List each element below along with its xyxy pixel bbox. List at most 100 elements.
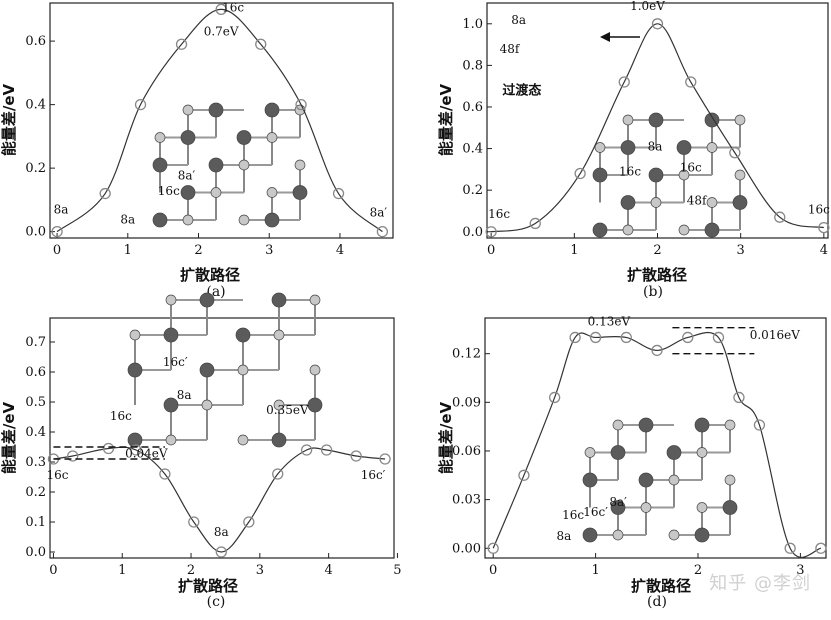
plot-frame <box>49 2 394 239</box>
x-axis-label: 扩散路径 <box>180 266 240 284</box>
atom-light <box>201 399 213 411</box>
chart-panel-3: 0 1 2 3 4 5 0.0 0.1 0.2 0.3 0.4 0.5 0.6 0.7 扩散路径 能量差/eV… <box>0 292 402 610</box>
atom-light <box>129 329 141 341</box>
atom-light <box>706 142 718 153</box>
data-point <box>574 167 586 180</box>
data-point <box>712 331 725 344</box>
annotation-label: 16c <box>562 508 584 522</box>
data-point <box>589 331 602 344</box>
atom-dark <box>610 500 626 515</box>
x-tick-label: 3 <box>265 243 273 258</box>
atom-light <box>678 224 690 236</box>
atom-light <box>640 502 652 513</box>
y-tick-label: 0.8 <box>462 58 483 73</box>
y-tick-label: 0.2 <box>25 161 46 176</box>
annotation-label: 过渡态 <box>502 83 541 99</box>
data-point <box>175 38 188 50</box>
data-point <box>379 453 391 465</box>
y-tick-label: 0.0 <box>462 225 483 240</box>
panel-label: (c) <box>207 594 226 610</box>
atom-light <box>612 419 624 431</box>
y-tick-label: 0.0 <box>25 545 46 560</box>
atom-dark <box>676 140 692 155</box>
arrow-head <box>600 32 610 42</box>
atom-light <box>238 159 250 171</box>
y-tick-label: 0.6 <box>25 365 46 380</box>
data-point <box>548 391 561 404</box>
data-point <box>376 225 389 238</box>
x-tick-label: 2 <box>694 563 702 578</box>
y-tick-label: 0.12 <box>452 347 481 362</box>
x-tick-label: 0 <box>49 563 57 578</box>
annotation-label: 48f <box>500 42 521 56</box>
data-point <box>295 98 307 111</box>
y-tick-label: 0.4 <box>25 425 46 440</box>
atom-dark <box>610 445 626 460</box>
x-tick-label: 2 <box>187 563 195 578</box>
data-point <box>99 187 111 200</box>
annotation-label: 8a′ <box>178 168 196 182</box>
atom-dark <box>592 167 608 183</box>
atom-light <box>266 187 278 198</box>
watermark-text: 知乎 @李剑 <box>709 573 811 594</box>
data-point <box>485 226 497 238</box>
crystal-structure-inset <box>592 112 748 238</box>
x-tick-label: 1 <box>124 243 132 258</box>
x-tick-label: 4 <box>820 243 828 258</box>
x-tick-label: 0 <box>53 243 61 258</box>
atom-dark <box>199 292 215 308</box>
y-tick-label: 0.4 <box>462 142 483 157</box>
atom-light <box>266 132 278 143</box>
atom-light <box>734 114 746 126</box>
y-tick-label: 0.1 <box>25 515 46 530</box>
x-tick-label: 5 <box>393 563 401 578</box>
annotation-label: 16c <box>619 165 641 179</box>
atom-dark <box>620 140 636 155</box>
annotation-label: 16c <box>46 468 68 482</box>
atom-dark <box>271 432 287 448</box>
data-series-line <box>492 331 822 558</box>
y-tick-label: 0.09 <box>452 395 481 410</box>
data-point <box>682 331 694 344</box>
atom-light <box>622 224 634 236</box>
data-point <box>815 542 827 554</box>
atom-light <box>678 169 690 181</box>
atom-dark <box>666 445 682 460</box>
annotation-label: 8a′ <box>370 206 388 220</box>
atom-dark <box>127 362 143 378</box>
atom-light <box>210 187 222 198</box>
annotation-label: 16c <box>808 203 830 217</box>
x-axis-label: 扩散路径 <box>178 577 238 595</box>
atom-light <box>165 294 177 306</box>
atom-dark <box>236 130 252 145</box>
atom-light <box>724 474 736 486</box>
annotation-label: 8a <box>177 388 192 402</box>
data-point <box>272 468 284 480</box>
x-tick-label: 1 <box>591 563 599 578</box>
data-point <box>651 18 664 30</box>
data-point <box>818 221 830 234</box>
data-point <box>487 542 499 554</box>
atom-light <box>650 197 662 208</box>
y-axis-label: 能量差/eV <box>0 401 18 474</box>
panel-label: (b) <box>643 284 663 300</box>
atom-dark <box>152 157 168 173</box>
annotation-label: 16c <box>110 409 132 423</box>
atom-light <box>294 159 306 171</box>
data-point <box>243 516 255 528</box>
annotation-label: 8a <box>120 213 135 227</box>
data-point <box>729 147 741 159</box>
atom-light <box>724 419 736 431</box>
x-tick-label: 3 <box>737 243 745 258</box>
y-tick-label: 0.00 <box>452 541 481 556</box>
atom-light <box>309 364 321 376</box>
data-point <box>350 450 362 462</box>
data-point <box>300 444 313 456</box>
atom-dark <box>638 417 654 433</box>
x-axis-label: 扩散路径 <box>631 577 691 595</box>
y-tick-label: 0.03 <box>452 493 481 508</box>
x-tick-label: 0 <box>489 563 497 578</box>
atom-light <box>273 399 285 411</box>
data-point <box>529 217 541 230</box>
